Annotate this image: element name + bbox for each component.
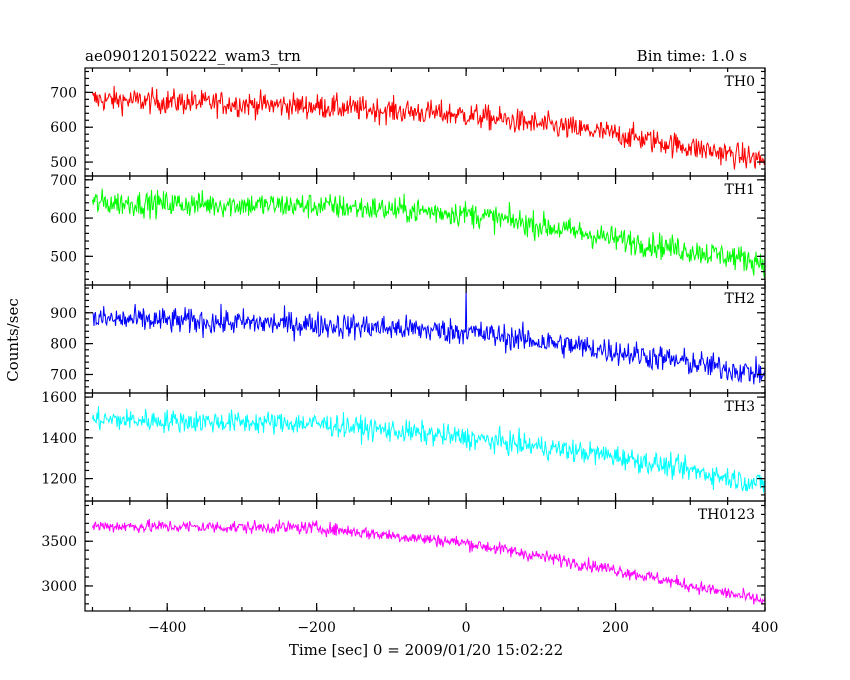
series-line-th0123 <box>92 518 765 606</box>
x-axis-label: Time [sec] 0 = 2009/01/20 15:02:22 <box>289 641 563 659</box>
y-tick-label: 500 <box>50 155 77 171</box>
series-line-th1 <box>92 188 765 278</box>
series-line-th3 <box>92 406 765 493</box>
y-tick-label: 1400 <box>41 431 77 447</box>
y-tick-label: 600 <box>50 120 77 136</box>
x-tick-label: −200 <box>297 620 335 636</box>
panel-label: TH0123 <box>698 507 755 523</box>
panel-frame <box>84 175 766 286</box>
y-tick-label: 1200 <box>41 472 77 488</box>
panel-frame <box>84 392 766 502</box>
y-tick-label: 3000 <box>41 579 77 595</box>
x-tick-label: −400 <box>148 620 186 636</box>
y-tick-label: 700 <box>50 85 77 101</box>
y-tick-label: 1600 <box>41 390 77 406</box>
panel-label: TH2 <box>725 291 755 307</box>
x-tick-label: 200 <box>602 620 629 636</box>
panel-frame <box>84 67 766 177</box>
panel-th0123: 3000 3500 TH0123 <box>41 500 766 612</box>
y-tick-label: 900 <box>50 306 77 322</box>
x-tick-label: 400 <box>752 620 779 636</box>
panel-th2: 700 800 900 TH2 <box>50 284 766 394</box>
panel-frame <box>84 500 766 612</box>
panel-label: TH1 <box>725 182 755 198</box>
panel-frame <box>84 284 766 394</box>
y-tick-label: 700 <box>50 173 77 189</box>
y-tick-label: 800 <box>50 337 77 353</box>
chart-title: ae090120150222_wam3_trn <box>85 47 301 65</box>
y-tick-label: 700 <box>50 367 77 383</box>
panel-th3: 1200 1400 1600 TH3 <box>41 390 766 502</box>
x-tick-label: 0 <box>462 620 471 636</box>
y-tick-label: 3500 <box>41 534 77 550</box>
bin-time-label: Bin time: 1.0 s <box>637 47 747 65</box>
series-line-th0 <box>92 85 765 170</box>
panel-label: TH0 <box>725 74 755 90</box>
panel-th1: 500 600 700 TH1 <box>50 173 766 286</box>
panels-group: 500 600 700 TH0 500 600 700 TH1 700 800 900 TH2 1200… <box>41 67 779 636</box>
y-tick-label: 600 <box>50 211 77 227</box>
panel-label: TH3 <box>725 399 755 415</box>
series-line-th2 <box>92 288 765 385</box>
y-axis-label: Counts/sec <box>4 298 22 382</box>
y-tick-label: 500 <box>50 249 77 265</box>
panel-th0: 500 600 700 TH0 <box>50 67 766 177</box>
